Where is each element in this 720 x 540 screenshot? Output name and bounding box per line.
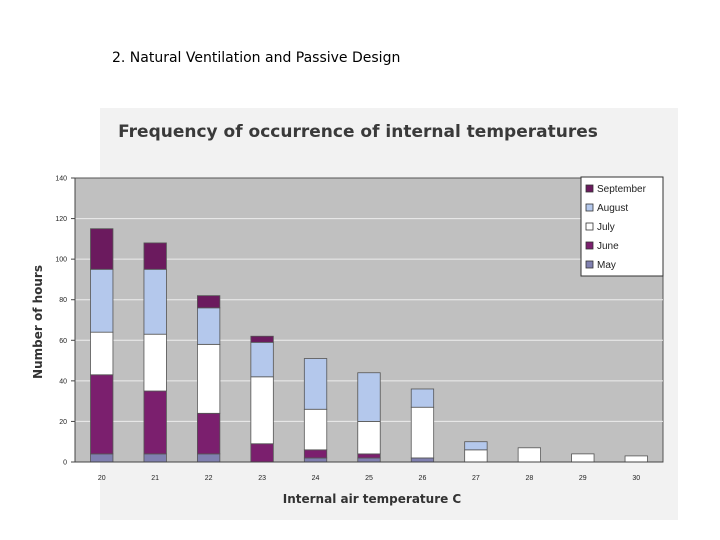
bar-segment-may (410, 457, 435, 463)
bar-segment-july (624, 455, 648, 463)
bar-segment-may (143, 453, 167, 463)
legend-swatch-august (585, 203, 594, 212)
legend-label-june: June (597, 241, 619, 252)
bar-segment-august (464, 441, 488, 451)
bar-segment-august (250, 341, 274, 378)
bar-segment-july (90, 331, 114, 376)
bar-segment-july (250, 376, 274, 445)
bar-segment-september (197, 295, 221, 309)
bar-segment-july (357, 421, 381, 455)
bar-segment-june (357, 453, 381, 459)
bar-segment-june (143, 390, 167, 455)
x-tick-label: 30 (632, 475, 640, 482)
x-tick-label: 27 (472, 475, 480, 482)
x-tick-label: 29 (579, 475, 587, 482)
legend-label-july: July (597, 222, 615, 233)
bar-segment-june (250, 443, 274, 463)
bar-segment-september (143, 242, 167, 270)
bar-segment-september (250, 335, 274, 343)
chart-title: Frequency of occurrence of internal temp… (118, 122, 598, 142)
bar-segment-august (143, 268, 167, 335)
bar-segment-june (90, 374, 114, 455)
y-tick-label: 40 (59, 378, 67, 385)
legend-swatch-september (585, 184, 594, 193)
x-tick-label: 22 (205, 475, 213, 482)
bar-segment-july (197, 343, 221, 414)
legend-swatch-july (585, 222, 594, 231)
bar-segment-july (571, 453, 595, 463)
bar-segment-may (197, 453, 221, 463)
x-tick-label: 20 (98, 475, 106, 482)
y-tick-label: 80 (59, 297, 67, 304)
y-tick-label: 140 (55, 176, 67, 183)
bar-segment-may (357, 457, 381, 463)
y-tick-label: 0 (63, 460, 67, 467)
y-axis-title: Number of hours (31, 265, 45, 379)
legend: September August July June May (580, 176, 664, 277)
x-tick-label: 28 (525, 475, 533, 482)
bar-segment-august (410, 388, 435, 408)
legend-swatch-may (585, 260, 594, 269)
x-tick-label: 26 (419, 475, 427, 482)
bar-segment-may (303, 457, 328, 463)
bar-segment-july (410, 406, 435, 459)
x-tick-label: 23 (258, 475, 266, 482)
bar-segment-august (90, 268, 114, 333)
y-tick-label: 120 (55, 216, 67, 223)
bar-segment-august (197, 307, 221, 345)
bar-segment-september (90, 228, 114, 270)
bar-segment-may (90, 453, 114, 463)
plot-layer: 0 20 40 60 80 100 120 140 20 21 22 23 24 25 26 27 28 29 30 (55, 176, 664, 482)
bar-segment-july (303, 408, 328, 451)
y-tick-label: 20 (59, 419, 67, 426)
bar-segment-july (517, 447, 541, 463)
x-tick-label: 25 (365, 475, 373, 482)
x-tick-label: 21 (151, 475, 159, 482)
x-tick-label: 24 (312, 475, 320, 482)
x-axis-title: Internal air temperature C (283, 492, 462, 506)
legend-swatch-june (585, 241, 594, 250)
bar-segment-june (197, 412, 221, 455)
y-tick-label: 60 (59, 338, 67, 345)
legend-label-september: September (597, 184, 647, 195)
slide-title: 2. Natural Ventilation and Passive Desig… (112, 50, 401, 66)
y-tick-label: 100 (55, 257, 67, 264)
bar-segment-august (303, 358, 328, 410)
legend-label-may: May (597, 260, 616, 271)
bar-segment-august (357, 372, 381, 422)
bar-segment-july (464, 449, 488, 463)
legend-label-august: August (597, 203, 628, 214)
bar-segment-july (143, 333, 167, 392)
bar-segment-june (303, 449, 328, 459)
legend-box (580, 176, 664, 277)
